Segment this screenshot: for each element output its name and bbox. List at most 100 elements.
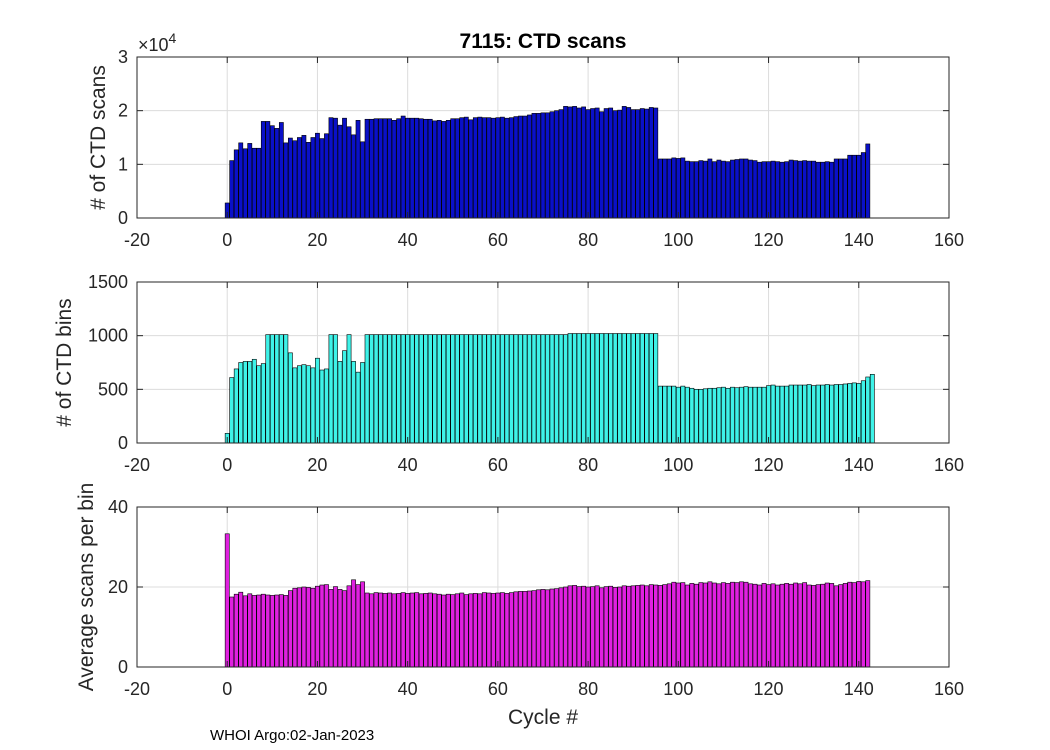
bar	[427, 592, 433, 668]
bar	[630, 585, 636, 668]
bar	[369, 334, 374, 444]
bar	[486, 592, 492, 668]
bar	[820, 583, 826, 668]
footer-stamp: WHOI Argo:02-Jan-2023	[210, 727, 375, 744]
bar	[373, 118, 379, 219]
bar	[445, 120, 451, 219]
bar	[788, 583, 794, 668]
bar	[558, 587, 564, 668]
bar	[405, 593, 411, 668]
axes-frame	[136, 56, 950, 219]
y-tick-label: 1000	[88, 326, 128, 346]
bar	[698, 582, 704, 668]
bar	[621, 106, 627, 219]
bar	[757, 584, 762, 668]
bar	[247, 361, 253, 444]
bar	[297, 137, 302, 219]
bar	[242, 148, 248, 219]
bar	[648, 333, 654, 444]
bar	[621, 333, 627, 444]
bar	[229, 596, 235, 668]
bar	[373, 592, 379, 668]
bar	[260, 593, 266, 668]
bar	[594, 585, 600, 668]
bar	[594, 333, 600, 444]
x-tick-label: 120	[754, 679, 784, 699]
bar	[671, 157, 677, 219]
bar	[450, 118, 456, 219]
bar	[486, 117, 492, 219]
bar	[603, 108, 609, 219]
bar	[292, 367, 298, 444]
bar	[838, 384, 844, 444]
bar	[333, 117, 338, 219]
bar	[477, 593, 483, 668]
bar	[779, 385, 785, 444]
bar	[860, 380, 866, 444]
bar	[351, 134, 356, 219]
bar	[369, 118, 374, 219]
bar	[432, 334, 438, 444]
bar	[500, 592, 505, 668]
bar	[734, 582, 740, 668]
bar	[554, 110, 559, 219]
x-tick-label: -20	[124, 679, 150, 699]
bar	[229, 377, 235, 444]
bar	[603, 586, 609, 668]
bar	[260, 363, 266, 444]
bar	[504, 117, 510, 219]
bar	[630, 109, 636, 219]
bar	[229, 160, 235, 219]
bar	[567, 333, 573, 444]
bar	[865, 580, 871, 668]
bar	[269, 334, 275, 444]
bar	[382, 118, 388, 219]
bar	[513, 116, 519, 219]
bar	[500, 116, 505, 219]
bar	[481, 334, 487, 444]
bar	[427, 118, 433, 219]
bar	[608, 585, 614, 668]
bar	[278, 594, 284, 668]
bar	[815, 161, 821, 219]
bar	[364, 334, 370, 444]
bar	[617, 109, 623, 219]
bar	[802, 384, 808, 444]
bar	[288, 137, 293, 219]
bar	[265, 121, 271, 219]
x-tick-label: 0	[222, 455, 232, 475]
bar	[477, 116, 483, 219]
bar	[441, 594, 447, 668]
bar	[518, 334, 523, 444]
bar	[865, 376, 871, 444]
bar	[540, 334, 546, 444]
bar	[675, 582, 681, 668]
bar	[712, 387, 717, 444]
bar	[599, 111, 605, 219]
bar	[400, 334, 406, 444]
bar	[549, 334, 555, 444]
bar	[680, 157, 686, 219]
x-tick-label: 160	[934, 230, 964, 250]
bar	[743, 386, 749, 444]
bar	[405, 334, 411, 444]
bar	[337, 124, 343, 219]
bar	[387, 592, 392, 668]
bar	[721, 160, 726, 219]
bar	[333, 334, 338, 444]
bar	[495, 334, 501, 444]
bar	[518, 591, 523, 668]
bar	[491, 117, 496, 219]
bar	[635, 333, 641, 444]
bar	[815, 384, 821, 444]
bar	[684, 386, 690, 444]
x-tick-label: 80	[578, 679, 598, 699]
bar	[775, 161, 780, 219]
bar	[793, 582, 798, 668]
bar	[734, 387, 740, 444]
bar	[698, 160, 704, 219]
bar	[531, 590, 537, 668]
bar	[315, 357, 320, 444]
x-tick-label: 60	[488, 455, 508, 475]
